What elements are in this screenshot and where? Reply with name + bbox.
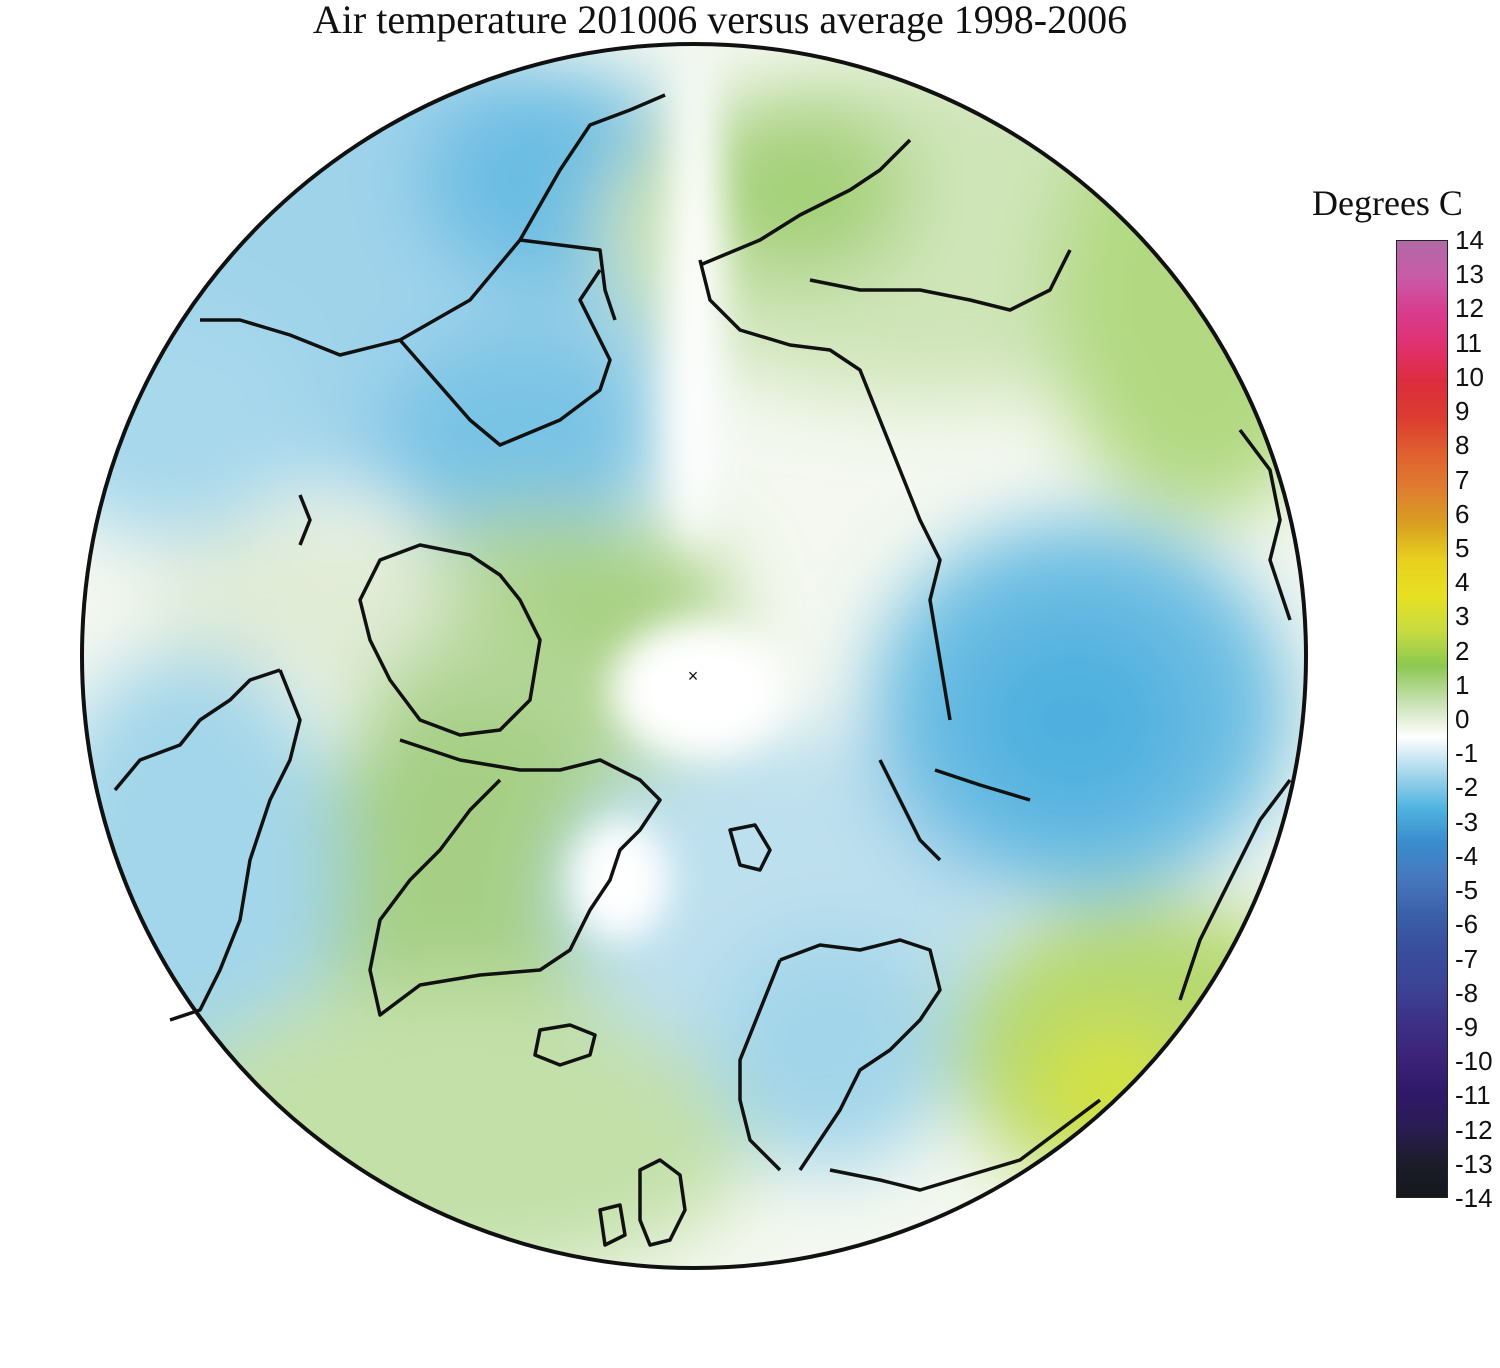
legend-tick-label: 10 <box>1455 361 1484 392</box>
legend-tick-label: 6 <box>1455 498 1470 529</box>
legend-tick-label: -10 <box>1455 1046 1493 1077</box>
legend-tick-label: -3 <box>1455 806 1479 837</box>
legend-tick-labels: 14 13 12 11 10 9 8 7 6 5 4 3 2 1 0 -1 -2 -3 -4 -5 -6 -7 -8 -9 -1… <box>1455 225 1500 1213</box>
legend-tick-label: 1 <box>1455 669 1470 700</box>
anomaly-field <box>82 44 1306 1268</box>
legend-tick-label: -5 <box>1455 875 1479 906</box>
legend-tick-label: 0 <box>1455 704 1470 734</box>
coastlines <box>113 93 1292 1247</box>
legend-tick-label: -8 <box>1455 977 1479 1008</box>
legend-tick-label: 8 <box>1455 430 1470 461</box>
legend-colorbar <box>1396 240 1448 1198</box>
legend-tick-label: 4 <box>1455 567 1470 598</box>
legend-tick-label: 5 <box>1455 532 1470 563</box>
legend-tick-label: -4 <box>1455 840 1479 871</box>
legend-tick-label: 3 <box>1455 601 1470 632</box>
legend-tick-label: -13 <box>1455 1148 1493 1179</box>
north-pole-marker: × <box>688 666 699 686</box>
legend-tick-label: -7 <box>1455 943 1479 974</box>
legend-tick-label: 9 <box>1455 396 1470 427</box>
legend-tick-label: -11 <box>1455 1080 1491 1111</box>
legend-tick-label: 13 <box>1455 259 1484 290</box>
legend-tick-label: -2 <box>1455 772 1479 803</box>
map-boundary <box>80 42 1308 1270</box>
legend-title: Degrees C <box>1312 183 1463 223</box>
legend-tick-label: 11 <box>1455 327 1482 358</box>
legend-tick-label: -1 <box>1455 738 1479 769</box>
legend-tick-label: 12 <box>1455 293 1484 324</box>
legend-tick-label: 7 <box>1455 464 1470 495</box>
legend-tick-label: -6 <box>1455 909 1479 940</box>
legend-tick-label: 2 <box>1455 635 1470 666</box>
legend-tick-label: 14 <box>1455 225 1484 255</box>
legend-tick-label: -12 <box>1455 1114 1493 1145</box>
legend-tick-label: -9 <box>1455 1011 1479 1042</box>
map-title: Air temperature 201006 versus average 19… <box>312 0 1128 42</box>
legend-tick-label: -14 <box>1455 1183 1493 1213</box>
